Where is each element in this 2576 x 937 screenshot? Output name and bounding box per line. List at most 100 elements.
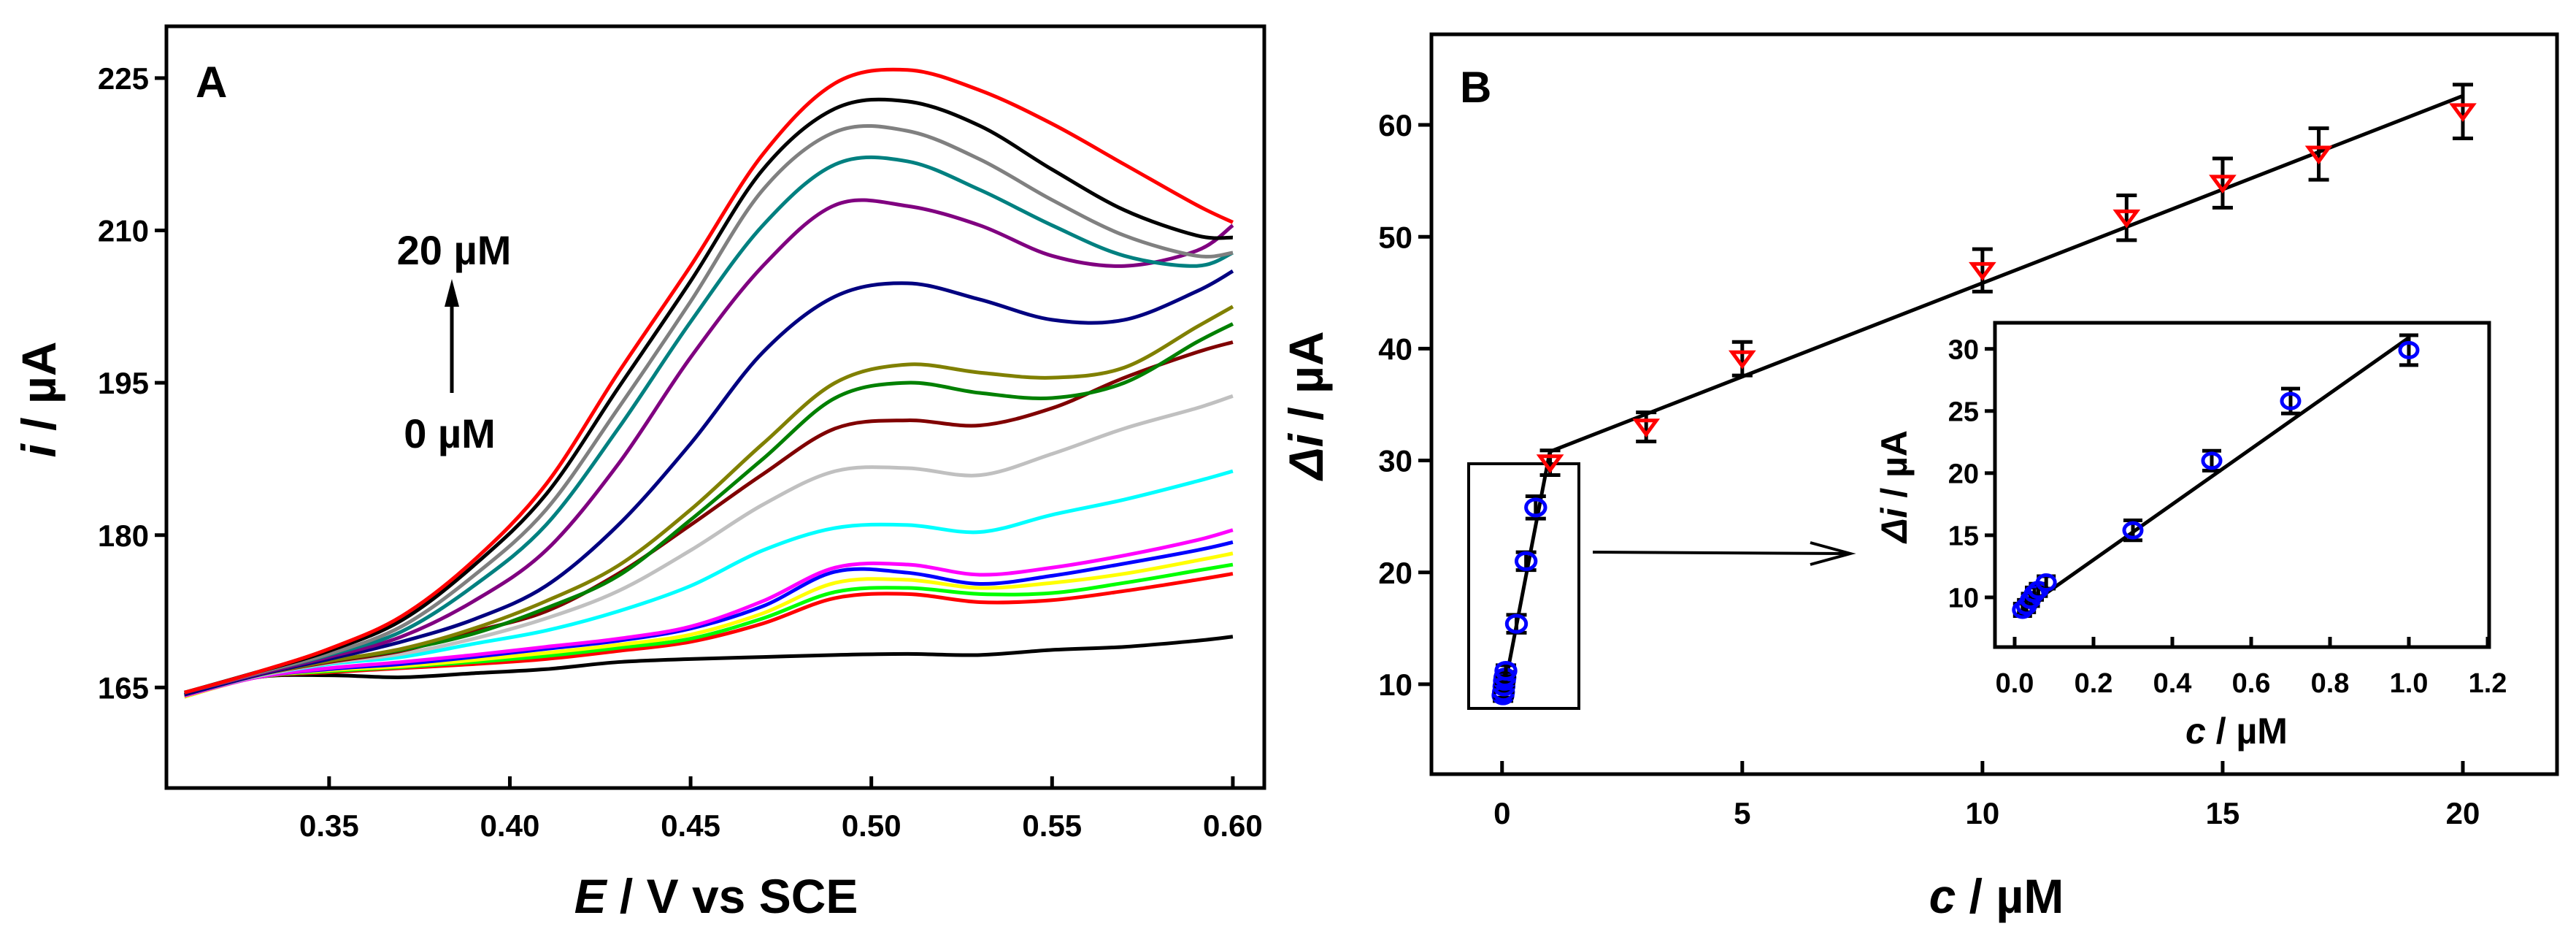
x-tick-label: 0.55: [1022, 808, 1082, 843]
y-tick-label: 210: [98, 214, 149, 248]
x-tick-label: 0.35: [299, 808, 359, 843]
data-point-circle: [2035, 573, 2057, 592]
x-axis-title-symbol: c: [1929, 869, 1956, 923]
panel-label: B: [1460, 63, 1491, 112]
x-tick-label: 5: [1734, 796, 1750, 830]
y-axis-title-symbol: i: [12, 443, 66, 458]
x-tick-label: 20: [2446, 796, 2480, 830]
zoom-region-box: [1467, 462, 1580, 710]
y-axis-title: Δi / µA: [1874, 430, 1915, 544]
x-axis-title: c / µM: [2185, 711, 2288, 751]
annotation-20uM: 20 µM: [397, 227, 512, 273]
x-axis-title-unit: / V vs SCE: [607, 869, 858, 923]
x-axis-title-symbol: c: [2185, 711, 2206, 751]
panel-label: A: [196, 58, 227, 107]
y-tick-label: 195: [98, 366, 149, 400]
error-bar: [2116, 194, 2137, 242]
data-point-triangle: [1728, 350, 1756, 370]
fit-high-line: [1549, 93, 2464, 454]
x-tick-label: 1.0: [2390, 668, 2429, 699]
curve-c16: [184, 198, 1234, 695]
y-tick-label: 20: [1948, 459, 1979, 490]
y-axis-title-symbol: Δi: [1279, 432, 1333, 481]
zoom-arrow-head: [1810, 541, 1856, 566]
curve-c15: [184, 269, 1234, 697]
data-point-triangle: [2449, 103, 2477, 123]
data-point-circle: [2122, 521, 2144, 540]
x-tick-label: 0.50: [842, 808, 901, 843]
data-point-circle: [1504, 613, 1529, 634]
fit-low-line: [1501, 450, 1553, 696]
data-point-circle: [2280, 391, 2302, 410]
fit-low-line: [2021, 336, 2410, 612]
error-bar: [1731, 340, 1753, 378]
y-axis-title: i / µA: [12, 341, 66, 457]
curve-c17: [184, 155, 1234, 695]
error-bar: [2399, 333, 2418, 367]
y-axis-title-unit: / µA: [1279, 331, 1333, 434]
zoom-arrow-shaft: [1592, 551, 1848, 555]
panel-a: 165 180 195 210 225 0.35 0.40 0.45 0.50 0.55 0.60 E…: [12, 24, 1266, 923]
data-point-triangle: [2209, 175, 2237, 194]
data-point-triangle: [1969, 261, 1996, 281]
x-tick-label: 0.2: [2075, 668, 2113, 699]
curve-c14: [184, 305, 1234, 697]
y-tick-label: 25: [1948, 397, 1979, 427]
data-point-triangle: [2304, 145, 2333, 165]
plot-frame: [164, 24, 1266, 790]
data-point-circle: [2023, 584, 2045, 603]
curve-c0: [184, 635, 1234, 699]
y-tick-label: 10: [1948, 584, 1979, 614]
y-tick-label: 10: [1378, 668, 1412, 702]
curve-c19: [184, 97, 1234, 695]
inset-background: [1995, 323, 2489, 647]
x-tick-label: 1.2: [2469, 668, 2507, 699]
y-tick-label: 60: [1378, 108, 1412, 142]
data-point-triangle: [1536, 454, 1564, 473]
y-tick-label: 30: [1948, 334, 1979, 365]
curve-c20: [184, 67, 1234, 695]
x-tick-label: 0.4: [2153, 668, 2192, 699]
y-axis-title-unit: / µA: [1874, 430, 1915, 508]
y-tick-label: 40: [1378, 332, 1412, 366]
curve-c10: [184, 469, 1234, 697]
x-axis-title: c / µM: [1929, 869, 2064, 923]
data-point-triangle: [2112, 209, 2141, 229]
error-bar: [2308, 126, 2329, 182]
y-tick-label: 15: [1948, 521, 1979, 552]
y-axis-title-unit: / µA: [12, 341, 66, 444]
x-tick-label: 0: [1493, 796, 1510, 830]
annotation-0uM: 0 µM: [404, 410, 496, 456]
x-tick-label: 0.45: [661, 808, 720, 843]
x-axis-title-unit: / µM: [2206, 711, 2288, 751]
y-axis-title: Δi / µA: [1279, 331, 1333, 481]
curve-c9: [184, 528, 1234, 697]
x-tick-label: 0.40: [480, 808, 540, 843]
data-point-triangle: [1632, 418, 1661, 437]
arrow-up-head: [445, 279, 459, 307]
x-tick-label: 10: [1966, 796, 2000, 830]
y-tick-label: 30: [1378, 444, 1412, 478]
y-tick-label: 180: [98, 519, 149, 553]
x-tick-label: 0.60: [1203, 808, 1263, 843]
x-axis-title-unit: / µM: [1956, 869, 2064, 923]
y-tick-label: 50: [1378, 220, 1412, 254]
data-point-circle: [1524, 497, 1547, 518]
y-axis-title-symbol: Δi: [1874, 507, 1915, 544]
x-axis-title: E / V vs SCE: [574, 869, 858, 923]
error-bar: [2212, 156, 2233, 210]
x-tick-label: 0.6: [2232, 668, 2271, 699]
x-tick-label: 0.8: [2311, 668, 2350, 699]
data-point-circle: [2201, 451, 2223, 470]
x-tick-label: 15: [2206, 796, 2240, 830]
y-tick-label: 165: [98, 670, 149, 705]
panel-b: 10 20 30 40 50 60 0 5 10 15 20 c / µM Δi / µA B: [1279, 32, 2559, 923]
error-bar: [1972, 247, 1993, 294]
data-point-circle: [2398, 340, 2420, 359]
curve-c18: [184, 123, 1234, 695]
y-tick-label: 20: [1378, 556, 1412, 590]
data-point-circle: [1514, 551, 1538, 571]
y-tick-label: 225: [98, 61, 149, 96]
error-bar: [2453, 83, 2474, 140]
